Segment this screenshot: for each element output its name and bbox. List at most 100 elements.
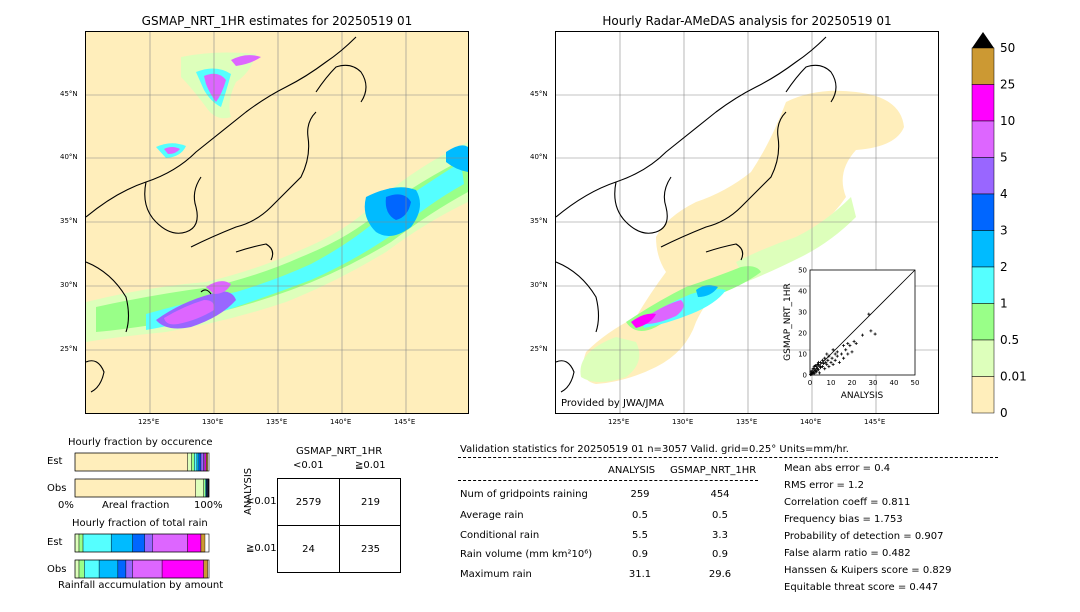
scatter-point xyxy=(852,339,856,343)
right-lon-label-135: 135°E xyxy=(736,418,758,426)
right-lat-label-35: 35°N xyxy=(530,217,548,225)
colorbar-box-0 xyxy=(971,47,995,85)
validation-row-label-1: Average rain xyxy=(460,510,524,521)
total-rain-est-frame xyxy=(74,533,210,553)
scatter-point xyxy=(831,348,835,352)
occurrence-est-bar xyxy=(74,452,210,472)
validation-row-gsmap-4: 29.6 xyxy=(708,569,732,580)
scatter-point xyxy=(826,358,830,362)
left-map xyxy=(85,31,469,414)
scatter-point xyxy=(835,350,839,354)
score-frequency-bias: Frequency bias = 1.753 xyxy=(784,514,903,525)
occurrence-est-segment-6 xyxy=(200,452,204,472)
colorbar-label-0: 50 xyxy=(1000,41,1015,55)
validation-row-label-0: Num of gridpoints raining xyxy=(460,489,588,500)
scatter-ytick-30: 30 xyxy=(798,309,807,317)
scatter-ytick-0: 0 xyxy=(803,372,807,380)
contingency-row-header-0: <0.01 xyxy=(246,496,277,507)
occurrence-axis-left: 0% xyxy=(58,500,74,511)
scatter-point xyxy=(831,363,835,366)
occurrence-obs-segment-2 xyxy=(203,478,206,498)
total-rain-est-segment-8 xyxy=(187,533,202,553)
total-rain-bars xyxy=(74,533,210,579)
validation-row-analysis-0: 259 xyxy=(630,489,650,500)
contingency-cell-00: 2579 xyxy=(295,497,322,508)
colorbar-box-2 xyxy=(971,120,995,158)
occurrence-est-segment-1 xyxy=(187,452,192,472)
scatter-point xyxy=(861,333,864,337)
colorbar-label-10: 0 xyxy=(1000,406,1008,420)
right-lon-label-140: 140°E xyxy=(800,418,822,426)
occurrence-est-segment-5 xyxy=(198,452,202,472)
colorbar-box-3 xyxy=(971,157,995,195)
colorbar-labels: 50 25 10 5 4 3 2 1 0.5 0.01 0 xyxy=(1000,41,1027,420)
colorbar-box-8 xyxy=(971,339,995,377)
colorbar-label-5: 3 xyxy=(1000,224,1008,238)
colorbar-boxes xyxy=(971,47,995,414)
scatter-point xyxy=(825,352,829,356)
scatter-ytick-20: 20 xyxy=(798,330,807,338)
right-map-canvas xyxy=(556,32,938,413)
scatter-point xyxy=(819,365,822,369)
colorbar-box-1 xyxy=(971,84,995,122)
scatter-point xyxy=(817,371,821,375)
left-lon-label-135: 135°E xyxy=(266,418,288,426)
validation-row-gsmap-1: 0.5 xyxy=(712,510,728,521)
scatter-point xyxy=(810,371,814,375)
right-map-coastline xyxy=(556,36,837,393)
left-lon-label-145: 145°E xyxy=(394,418,416,426)
colorbar-box-5 xyxy=(971,230,995,268)
scatter-point xyxy=(848,344,852,348)
right-lon-label-130: 130°E xyxy=(672,418,694,426)
scatter-point xyxy=(873,332,877,336)
colorbar-label-1: 25 xyxy=(1000,78,1015,92)
right-lat-label-30: 30°N xyxy=(530,281,548,289)
occurrence-obs-segment-1 xyxy=(195,478,204,498)
scatter-point xyxy=(827,365,831,369)
right-map: Provided by JWA/JMA xyxy=(555,31,939,414)
colorbar-extend-arrow xyxy=(972,32,994,48)
scatter-point xyxy=(827,354,831,358)
scatter-points xyxy=(809,312,877,377)
score-equitable-threat: Equitable threat score = 0.447 xyxy=(784,582,939,593)
occurrence-axis-mid: Areal fraction xyxy=(102,500,170,511)
colorbar-box-7 xyxy=(971,303,995,341)
scatter-point xyxy=(842,344,846,348)
colorbar: 50 25 10 5 4 3 2 1 0.5 0.01 0 xyxy=(971,32,1027,420)
validation-col-divider xyxy=(458,480,758,481)
total-rain-est-segment-9 xyxy=(200,533,206,553)
total-rain-est-label: Est xyxy=(47,537,63,548)
right-map-title: Hourly Radar-AMeDAS analysis for 2025051… xyxy=(602,14,892,28)
total-rain-est-segment-4 xyxy=(110,533,133,553)
colorbar-label-3: 5 xyxy=(1000,151,1008,165)
contingency-cell-01: 219 xyxy=(360,497,381,508)
score-probability-detection: Probability of detection = 0.907 xyxy=(784,531,944,542)
scatter-point xyxy=(811,367,815,371)
left-map-title: GSMAP_NRT_1HR estimates for 20250519 01 xyxy=(141,14,413,28)
validation-row-analysis-1: 0.5 xyxy=(632,510,648,521)
left-lat-label-45: 45°N xyxy=(60,90,78,98)
scatter-xlabel: ANALYSIS xyxy=(841,391,884,401)
scatter-point xyxy=(833,358,837,362)
validation-row-gsmap-2: 3.3 xyxy=(712,530,728,541)
scatter-point xyxy=(835,354,839,358)
colorbar-box-6 xyxy=(971,266,995,304)
scatter-xtick-50: 50 xyxy=(911,379,920,387)
left-lon-label-140: 140°E xyxy=(330,418,352,426)
scatter-point xyxy=(816,368,820,372)
left-map-coastline xyxy=(86,36,367,393)
colorbar-label-9: 0.01 xyxy=(1000,370,1027,384)
left-map-canvas xyxy=(86,32,468,413)
total-rain-obs-segment-3 xyxy=(84,559,100,579)
occurrence-est-segment-7 xyxy=(203,452,206,472)
left-lon-label-125: 125°E xyxy=(138,418,160,426)
validation-row-gsmap-0: 454 xyxy=(710,489,730,500)
scatter-point xyxy=(840,352,843,356)
scatter-xtick-20: 20 xyxy=(848,379,857,387)
occurrence-est-segment-8 xyxy=(204,452,207,472)
occurrence-axis-right: 100% xyxy=(194,500,223,511)
validation-col-analysis: ANALYSIS xyxy=(608,465,656,476)
scatter-point xyxy=(846,352,850,356)
scatter-ylabel: GSMAP_NRT_1HR xyxy=(783,283,793,361)
diagonal-line xyxy=(809,269,916,376)
